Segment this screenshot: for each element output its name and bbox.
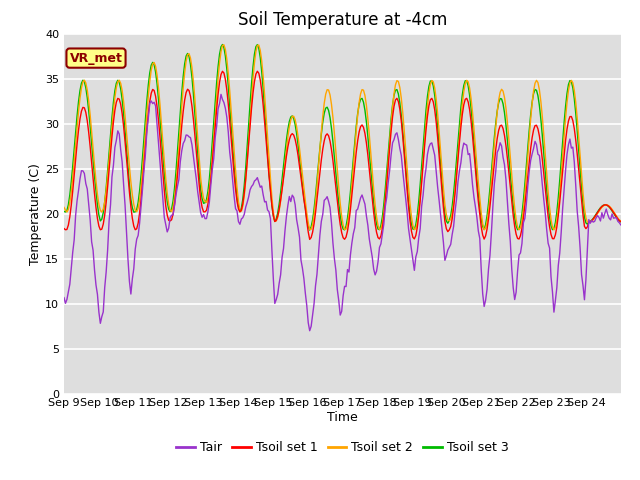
Title: Soil Temperature at -4cm: Soil Temperature at -4cm <box>237 11 447 29</box>
Legend: Tair, Tsoil set 1, Tsoil set 2, Tsoil set 3: Tair, Tsoil set 1, Tsoil set 2, Tsoil se… <box>172 436 513 459</box>
Y-axis label: Temperature (C): Temperature (C) <box>29 163 42 264</box>
X-axis label: Time: Time <box>327 411 358 424</box>
Text: VR_met: VR_met <box>70 51 122 65</box>
